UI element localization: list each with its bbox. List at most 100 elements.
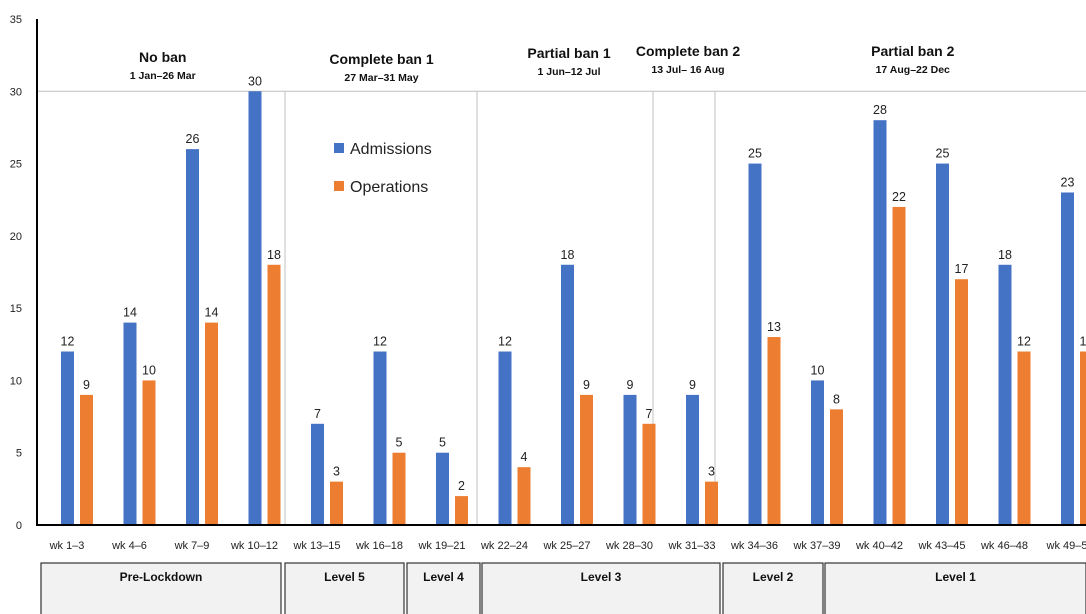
operations-bar	[392, 452, 406, 525]
admissions-data-label: 25	[748, 147, 762, 161]
admissions-legend-swatch	[334, 143, 344, 153]
operations-legend-swatch	[334, 181, 344, 191]
x-tick-label: wk 46–48	[980, 540, 1028, 552]
operations-data-label: 9	[83, 378, 90, 392]
admissions-legend-label: Admissions	[350, 141, 432, 158]
period-title: Partial ban 1	[527, 45, 610, 61]
period-dates: 1 Jun–12 Jul	[537, 66, 600, 78]
operations-bar	[642, 423, 656, 525]
period-dates: 1 Jan–26 Mar	[130, 70, 196, 82]
x-tick-label: wk 10–12	[230, 540, 278, 552]
x-tick-label: wk 34–36	[730, 540, 778, 552]
x-tick-label: wk 25–27	[542, 540, 590, 552]
admissions-bar	[623, 394, 637, 525]
x-tick-label: wk 4–6	[111, 540, 147, 552]
lockdown-level-box	[284, 562, 405, 614]
lockdown-level-label: Level 1	[935, 570, 976, 584]
period-title: Complete ban 2	[636, 43, 740, 59]
operations-data-label: 10	[142, 363, 156, 377]
operations-bar	[330, 481, 343, 525]
admissions-bar	[561, 264, 574, 525]
period-title: Partial ban 2	[871, 43, 954, 59]
admissions-data-label: 12	[373, 335, 387, 349]
lockdown-level-label: Level 3	[581, 570, 622, 584]
operations-data-label: 3	[708, 465, 715, 479]
x-tick-label: wk 28–30	[605, 540, 653, 552]
operations-data-label: 4	[521, 450, 528, 464]
operations-bar	[1080, 351, 1086, 525]
x-tick-label: wk 1–3	[49, 540, 85, 552]
y-tick-label: 10	[10, 375, 22, 387]
period-title: No ban	[139, 49, 186, 65]
admissions-bar	[998, 264, 1012, 525]
period-dates: 13 Jul– 16 Aug	[651, 64, 724, 76]
operations-data-label: 22	[892, 190, 906, 204]
operations-bar	[830, 409, 843, 525]
operations-data-label: 12	[1017, 335, 1031, 349]
admissions-bar	[748, 163, 762, 526]
period-dates: 17 Aug–22 Dec	[876, 64, 950, 76]
period-title: Complete ban 1	[329, 51, 433, 67]
operations-bar	[80, 394, 93, 525]
operations-bar	[892, 206, 906, 525]
operations-data-label: 17	[955, 262, 969, 276]
x-tick-label: wk 7–9	[174, 540, 210, 552]
admissions-bar	[1061, 192, 1074, 525]
y-tick-label: 15	[10, 303, 22, 315]
x-tick-label: wk 37–39	[792, 540, 840, 552]
operations-data-label: 14	[205, 306, 219, 320]
admissions-data-label: 26	[186, 132, 200, 146]
y-tick-label: 0	[16, 520, 22, 532]
x-tick-label: wk 40–42	[855, 540, 903, 552]
admissions-data-label: 23	[1061, 175, 1075, 189]
operations-bar	[580, 394, 593, 525]
operations-data-label: 7	[646, 407, 653, 421]
admissions-bar	[498, 351, 512, 525]
operations-data-label: 9	[583, 378, 590, 392]
lockdown-level-box	[406, 562, 481, 614]
x-tick-label: wk 22–24	[480, 540, 528, 552]
admissions-data-label: 18	[561, 248, 575, 262]
lockdown-level-box	[40, 562, 282, 614]
operations-data-label: 3	[333, 465, 340, 479]
admissions-bar	[686, 394, 699, 525]
admissions-bar	[873, 120, 887, 525]
lockdown-level-box	[481, 562, 721, 614]
y-tick-label: 25	[10, 159, 22, 171]
y-tick-label: 5	[16, 448, 22, 460]
admissions-bar	[811, 380, 824, 525]
operations-bar	[142, 380, 156, 525]
operations-data-label: 12	[1080, 335, 1086, 349]
lockdown-level-label: Pre-Lockdown	[120, 570, 203, 584]
admissions-bar	[311, 423, 324, 525]
operations-bar	[205, 322, 218, 525]
admissions-bar	[123, 322, 137, 525]
x-tick-label: wk 43–45	[917, 540, 965, 552]
admissions-data-label: 12	[61, 335, 75, 349]
admissions-bar	[61, 351, 74, 525]
admissions-data-label: 25	[936, 147, 950, 161]
x-tick-label: wk 19–21	[417, 540, 465, 552]
admissions-data-label: 30	[248, 74, 262, 88]
y-tick-label: 30	[10, 86, 22, 98]
admissions-bar	[936, 163, 949, 526]
x-tick-label: wk 13–15	[292, 540, 340, 552]
lockdown-level-box	[722, 562, 824, 614]
operations-bar	[455, 496, 468, 525]
y-tick-label: 20	[10, 231, 22, 243]
lockdown-level-label: Level 2	[753, 570, 794, 584]
admissions-data-label: 7	[314, 407, 321, 421]
lockdown-level-label: Level 4	[423, 570, 464, 584]
x-tick-label: wk 16–18	[355, 540, 403, 552]
x-tick-label: wk 49–5	[1046, 540, 1086, 552]
operations-data-label: 8	[833, 392, 840, 406]
operations-legend-label: Operations	[350, 179, 428, 196]
lockdown-level-box	[824, 562, 1086, 614]
operations-bar	[767, 337, 781, 525]
y-tick-label: 35	[10, 14, 22, 26]
admissions-data-label: 9	[689, 378, 696, 392]
admissions-bar	[436, 452, 449, 525]
admissions-data-label: 9	[627, 378, 634, 392]
admissions-bar	[373, 351, 387, 525]
